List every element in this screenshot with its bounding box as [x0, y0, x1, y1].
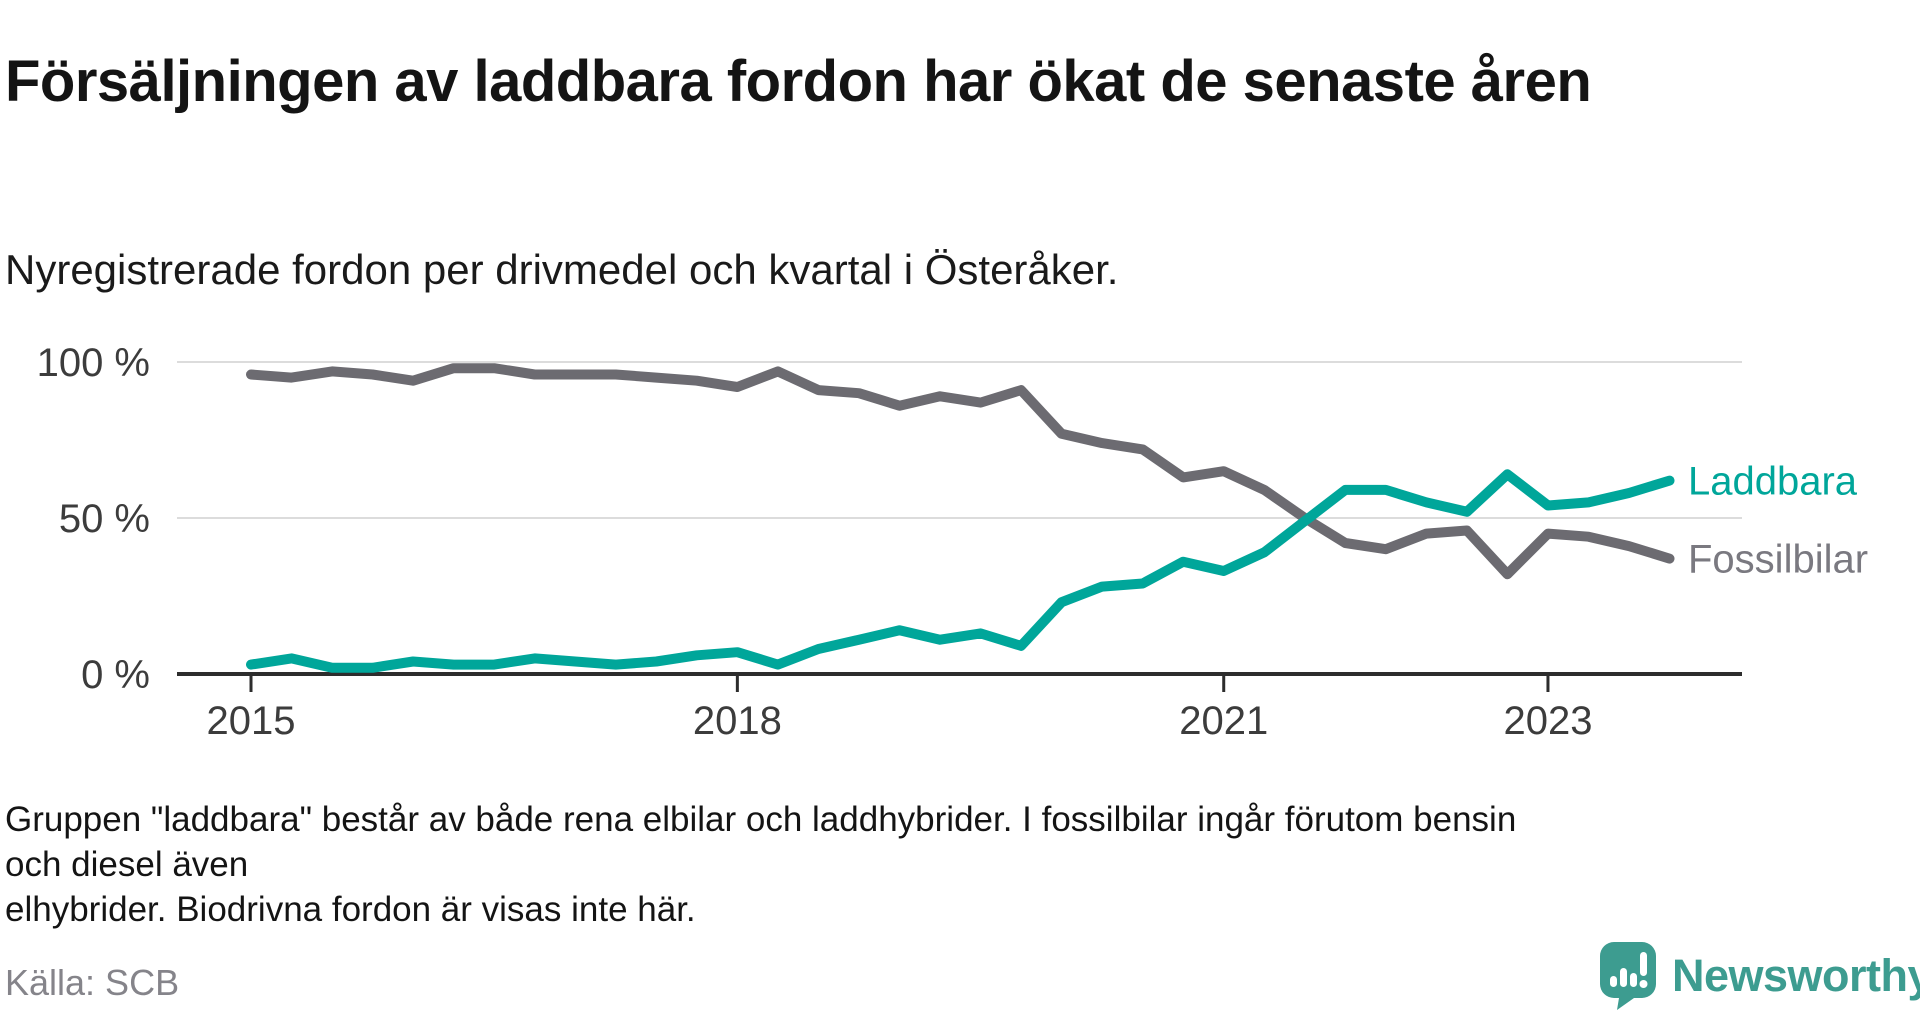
year-label-2023: 2023	[1503, 699, 1592, 743]
x-axis-labels: 2015 2018 2021 2023	[207, 699, 1593, 743]
gridlines	[177, 361, 1742, 519]
year-label-2018: 2018	[693, 699, 782, 743]
newsworthy-speech-bubble-bar-chart-icon	[1600, 942, 1656, 1010]
y-tick-label-100: 100 %	[37, 341, 150, 385]
y-tick-label-0: 0 %	[81, 653, 150, 697]
series-line-laddbara	[246, 469, 1675, 673]
legend-label-laddbara: Laddbara	[1688, 460, 1858, 504]
series-end-labels: Fossilbilar Laddbara	[1688, 460, 1868, 582]
x-axis	[177, 672, 1742, 692]
footnote-line-2: elhybrider. Biodrivna fordon är visas in…	[5, 890, 696, 929]
brand-name: Newsworthy	[1672, 950, 1920, 1001]
year-label-2021: 2021	[1179, 699, 1268, 743]
source-note: Källa: SCB	[5, 962, 180, 1003]
series-lines	[246, 363, 1675, 673]
year-label-2015: 2015	[207, 699, 296, 743]
y-axis-labels: 0 % 50 % 100 %	[37, 341, 150, 697]
footnote-line-1: Gruppen "laddbara" består av både rena e…	[5, 800, 1517, 884]
series-line-fossilbilar	[246, 363, 1675, 580]
y-tick-label-50: 50 %	[59, 497, 150, 541]
page-title: Försäljningen av laddbara fordon har öka…	[5, 48, 1592, 114]
footnote: Gruppen "laddbara" består av både rena e…	[5, 797, 1565, 932]
brand-logo: Newsworthy	[1600, 942, 1920, 1010]
line-chart: 0 % 50 % 100 % 2015 2018 2021 2023 Fossilbila…	[37, 341, 1868, 743]
chart-subtitle: Nyregistrerade fordon per drivmedel och …	[5, 246, 1119, 293]
legend-label-fossilbilar: Fossilbilar	[1688, 538, 1868, 582]
